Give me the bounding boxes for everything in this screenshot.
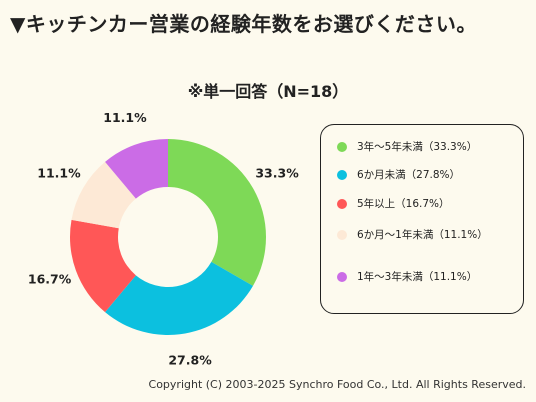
legend-swatch [337,271,347,282]
pie-slice-2 [105,261,253,335]
chart-subtitle: ※単一回答（N=18） [187,82,349,101]
legend: 3年〜5年未満（33.3%） 6か月未満（27.8%） 5年以上（16.7%） 6か月… [320,124,524,314]
legend-swatch [337,198,347,209]
data-label-1: 33.3% [255,165,299,180]
legend-label: 6か月〜1年未満（11.1%） [357,229,488,241]
pie-slice-1 [168,139,266,286]
legend-swatch [337,141,347,152]
data-label-5: 11.1% [103,110,147,125]
legend-swatch [337,229,347,240]
legend-item-2: 6か月未満（27.8%） [337,167,460,182]
pie-slice-3 [69,219,136,313]
data-label-3: 16.7% [28,272,72,287]
legend-item-5: 1年〜3年未満（11.1%） [337,269,477,284]
copyright-text: Copyright (C) 2003-2025 Synchro Food Co.… [148,378,526,391]
data-label-4: 11.1% [37,165,81,180]
page-title: ▼キッチンカー営業の経験年数をお選びください。 [10,12,477,36]
legend-item-1: 3年〜5年未満（33.3%） [337,139,477,154]
legend-label: 6か月未満（27.8%） [357,169,461,181]
pie-slice-4 [71,161,136,229]
legend-item-3: 5年以上（16.7%） [337,196,450,211]
legend-swatch [337,169,347,180]
legend-label: 3年〜5年未満（33.3%） [357,141,478,153]
legend-label: 1年〜3年未満（11.1%） [357,271,478,283]
data-label-2: 27.8% [168,353,212,368]
legend-label: 5年以上（16.7%） [357,198,450,210]
pie-slice-5 [105,139,168,199]
legend-item-4: 6か月〜1年未満（11.1%） [337,227,488,242]
